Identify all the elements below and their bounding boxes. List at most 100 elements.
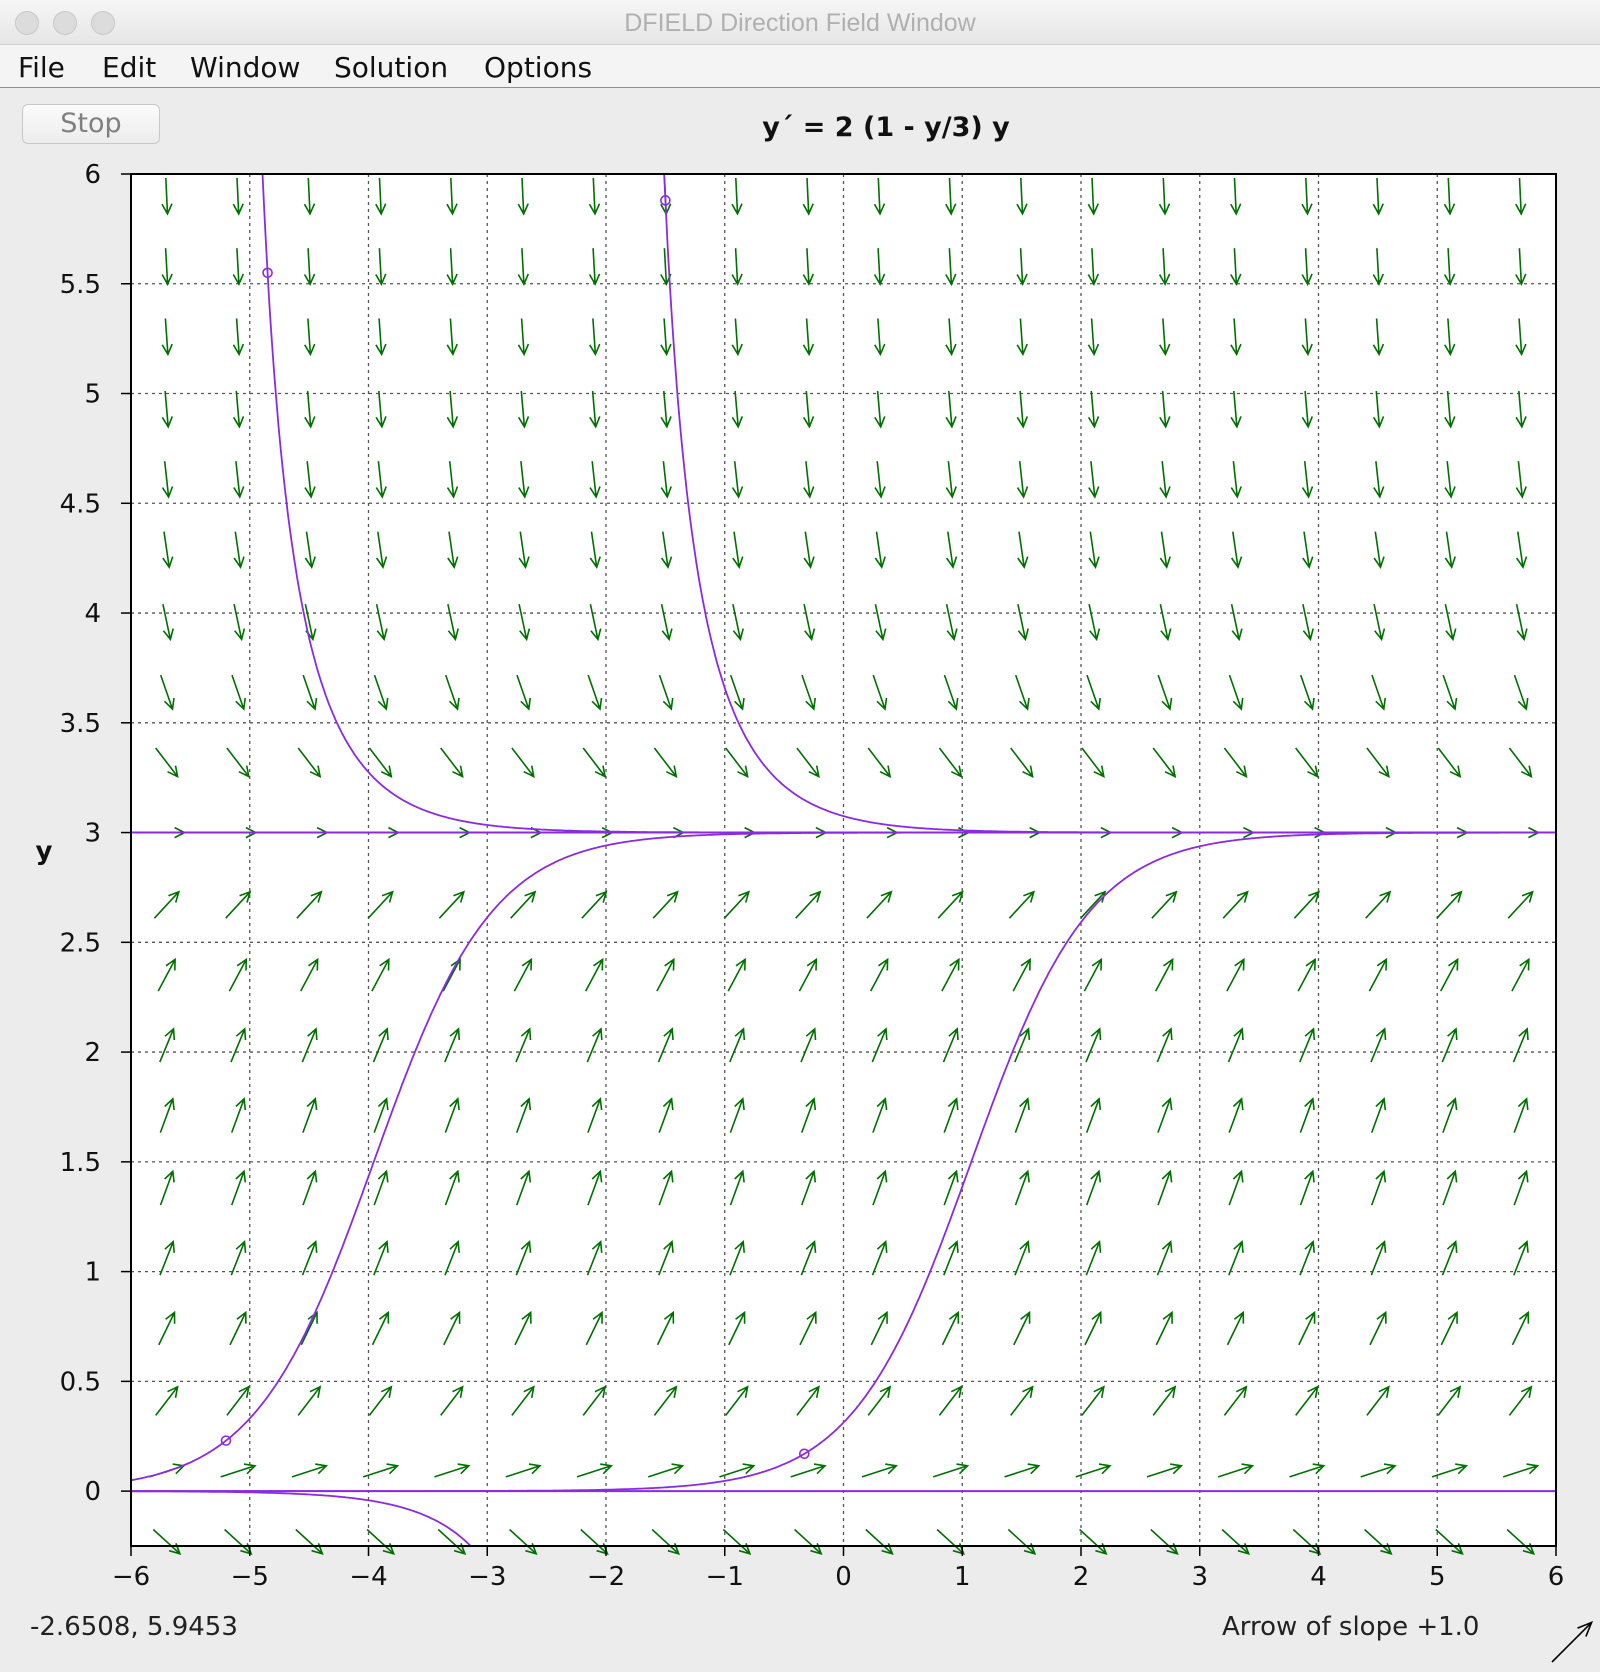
field-arrow <box>802 390 815 429</box>
menu-solution[interactable]: Solution <box>334 51 449 84</box>
field-arrow <box>660 390 672 429</box>
field-arrow <box>1301 390 1314 429</box>
field-arrow <box>867 1385 892 1416</box>
field-arrow <box>1515 531 1528 569</box>
field-arrow <box>872 674 888 711</box>
close-window-button[interactable] <box>15 11 39 35</box>
field-arrow <box>1513 1097 1529 1133</box>
initial-point-marker[interactable] <box>799 1448 810 1460</box>
field-arrow <box>652 890 679 919</box>
field-arrow <box>589 318 601 357</box>
field-arrow <box>373 1240 389 1276</box>
field-arrow <box>945 604 958 642</box>
field-arrow <box>1158 177 1171 216</box>
field-arrow <box>1302 604 1314 642</box>
field-arrow <box>440 1385 464 1416</box>
field-arrow <box>442 957 461 992</box>
solution-curve <box>131 831 1556 1492</box>
field-arrow <box>161 390 174 429</box>
field-arrow <box>444 1027 461 1063</box>
field-arrow <box>1222 890 1249 919</box>
field-arrow <box>438 890 466 919</box>
field-arrow <box>1511 957 1530 992</box>
field-arrow <box>1373 604 1386 642</box>
field-arrow <box>1507 890 1534 919</box>
field-arrow <box>1372 177 1384 216</box>
field-arrow <box>1443 248 1456 286</box>
x-tick-label: −3 <box>468 1562 506 1592</box>
field-arrow <box>943 674 959 711</box>
field-arrow <box>1159 318 1171 357</box>
field-arrow <box>945 531 958 569</box>
field-arrow <box>941 1310 960 1346</box>
field-arrow <box>585 1310 603 1346</box>
field-arrow <box>155 1385 179 1416</box>
x-tick-label: −6 <box>112 1562 150 1592</box>
field-arrow <box>588 177 601 216</box>
field-arrow <box>1366 747 1390 779</box>
field-arrow <box>517 390 530 429</box>
field-arrow <box>515 1169 532 1206</box>
field-arrow <box>874 318 886 357</box>
initial-point-marker[interactable] <box>220 1435 232 1446</box>
field-arrow <box>371 1310 390 1346</box>
field-arrow <box>1513 1240 1529 1276</box>
field-arrow <box>589 390 601 429</box>
field-arrow <box>731 177 743 216</box>
field-arrow <box>230 1169 247 1206</box>
field-arrow <box>1299 1097 1315 1133</box>
field-arrow <box>161 318 173 357</box>
field-arrow <box>1299 1240 1315 1276</box>
field-arrow <box>1004 1463 1041 1478</box>
field-arrow <box>1081 747 1105 779</box>
menu-file[interactable]: File <box>18 51 65 84</box>
field-arrow <box>517 318 530 357</box>
field-arrow <box>1301 248 1313 286</box>
field-arrow <box>226 747 250 779</box>
x-tick-label: 3 <box>1191 1562 1208 1592</box>
field-arrow <box>802 177 814 216</box>
field-arrow <box>1301 318 1313 357</box>
field-arrow <box>586 1027 603 1063</box>
field-arrow <box>731 461 744 499</box>
field-arrow <box>723 890 751 919</box>
stop-button[interactable]: Stop <box>22 104 160 144</box>
solution-curve <box>131 831 1556 1482</box>
field-arrow <box>869 957 889 992</box>
field-arrow <box>729 1027 746 1063</box>
field-arrow <box>728 1310 746 1346</box>
field-arrow <box>1146 1463 1183 1478</box>
field-arrow <box>159 674 175 711</box>
zoom-window-button[interactable] <box>91 11 115 35</box>
initial-point-marker[interactable] <box>262 267 273 279</box>
field-arrow <box>1083 957 1103 992</box>
field-arrow <box>505 1463 542 1478</box>
y-tick-label: 3.5 <box>60 709 101 739</box>
y-tick-label: 1.5 <box>60 1148 101 1178</box>
field-arrow <box>872 1097 888 1133</box>
field-arrow <box>725 1385 749 1416</box>
field-arrow <box>731 390 744 429</box>
x-tick-label: 1 <box>954 1562 971 1592</box>
field-arrow <box>220 1463 257 1478</box>
field-arrow <box>1226 1310 1245 1346</box>
field-arrow <box>297 1385 322 1416</box>
field-arrow <box>1436 890 1463 919</box>
field-arrow <box>1080 890 1107 919</box>
minimize-window-button[interactable] <box>53 11 77 35</box>
field-arrow <box>510 890 537 919</box>
menu-options[interactable]: Options <box>484 51 593 84</box>
field-arrow <box>516 674 531 711</box>
field-arrow <box>1372 248 1385 286</box>
field-arrow <box>660 604 673 642</box>
field-arrow <box>1012 957 1031 992</box>
field-arrow <box>1366 1385 1390 1416</box>
field-arrow <box>368 747 393 779</box>
initial-point-marker[interactable] <box>660 195 671 206</box>
field-arrow <box>367 890 394 919</box>
field-arrow <box>587 1169 603 1206</box>
field-arrow <box>1444 318 1456 357</box>
menu-edit[interactable]: Edit <box>102 51 157 84</box>
menu-window[interactable]: Window <box>190 51 301 84</box>
